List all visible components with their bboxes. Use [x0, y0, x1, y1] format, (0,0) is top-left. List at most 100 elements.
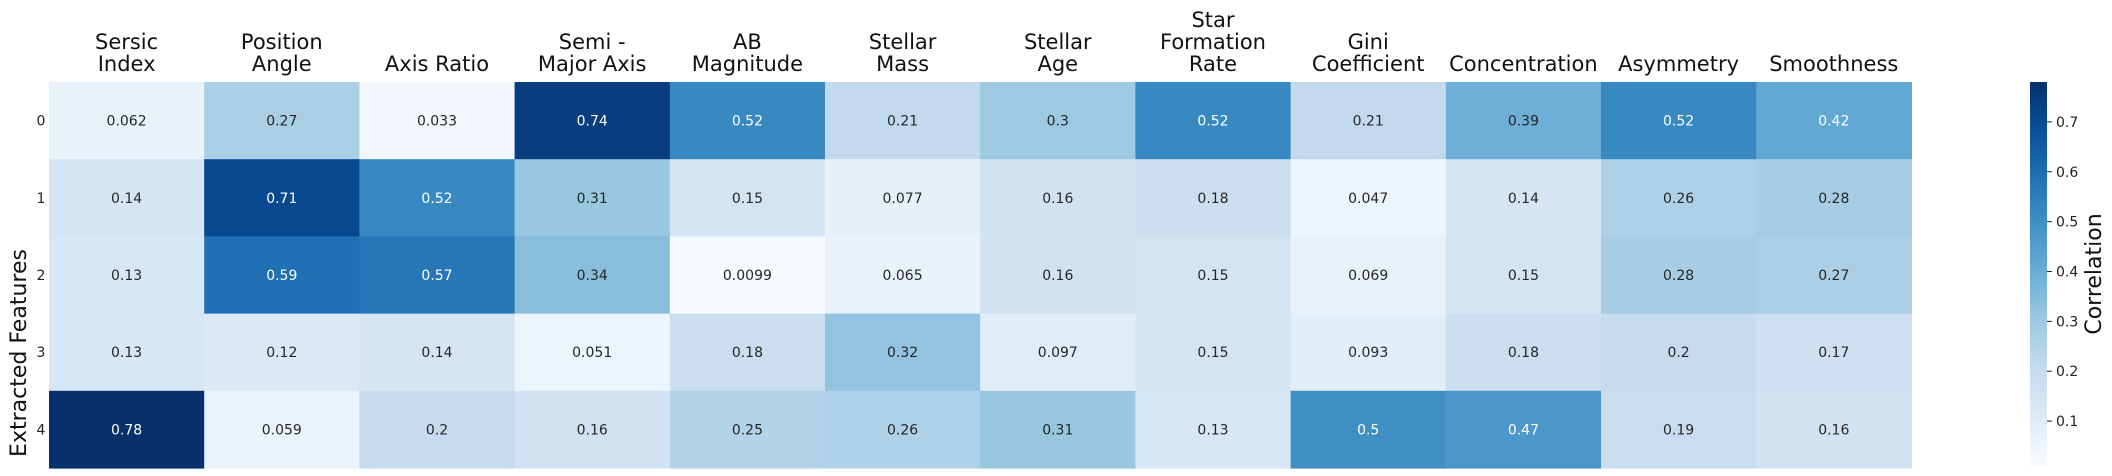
cell-value-label: 0.093	[1348, 345, 1388, 361]
cell-value-label: 0.57	[421, 268, 452, 284]
heatmap-cell	[669, 159, 826, 237]
heatmap-cell	[825, 236, 981, 315]
heatmap-cell	[204, 236, 360, 315]
colorbar-ticks: 0.1 0.2 0.3 0.4 0.5 0.6 0.7	[2047, 115, 2078, 430]
cell-value-label: 0.13	[111, 345, 142, 361]
row-label: 3	[37, 345, 46, 361]
heatmap-cell	[980, 236, 1136, 315]
heatmap-cell	[669, 82, 826, 160]
colorbar	[2030, 82, 2047, 466]
cell-value-label: 0.19	[1663, 422, 1694, 438]
cell-value-label: 0.062	[107, 114, 147, 130]
cell-value-label: 0.34	[577, 268, 608, 284]
cell-value-label: 0.0099	[723, 268, 772, 284]
heatmap-cell	[1135, 390, 1292, 469]
cell-value-label: 0.5	[1357, 422, 1379, 438]
cell-value-label: 0.25	[732, 422, 763, 438]
heatmap-cell	[204, 313, 360, 392]
cell-value-label: 0.39	[1508, 114, 1539, 130]
cell-value-label: 0.14	[1508, 191, 1539, 207]
heatmap-cell	[825, 159, 981, 237]
column-label: Stellar Age	[1024, 30, 1092, 76]
heatmap-cell	[359, 236, 516, 315]
heatmap-cell	[204, 390, 360, 469]
cell-value-label: 0.059	[262, 422, 302, 438]
heatmap-cell	[980, 82, 1136, 160]
heatmap-cell	[514, 236, 671, 315]
heatmap-cell	[669, 236, 826, 315]
heatmap-cell	[514, 82, 671, 160]
cell-value-label: 0.13	[1197, 422, 1228, 438]
cell-value-label: 0.14	[111, 191, 142, 207]
heatmap-cell	[1756, 313, 1912, 392]
cell-value-label: 0.42	[1818, 114, 1849, 130]
cell-value-label: 0.31	[1042, 422, 1073, 438]
row-labels: 0 1 2 3 4	[37, 114, 46, 439]
column-label: Semi -Major Axis	[538, 30, 647, 76]
heatmap-cell	[1601, 159, 1757, 237]
heatmap-cell	[1601, 82, 1757, 160]
heatmap-cell	[1135, 313, 1292, 392]
cell-value-label: 0.28	[1818, 191, 1849, 207]
cell-value-label: 0.52	[1197, 114, 1228, 130]
row-label: 1	[37, 191, 46, 207]
cell-value-label: 0.16	[1042, 191, 1073, 207]
heatmap-cell	[514, 313, 671, 392]
column-labels: Sersic Index Position Angle Axis Ratio Semi -…	[95, 8, 1898, 76]
cell-value-label: 0.21	[887, 114, 918, 130]
cell-value-label: 0.26	[887, 422, 918, 438]
column-label: Asymmetry	[1618, 52, 1739, 76]
heatmap-cell	[1135, 82, 1292, 160]
heatmap-cell	[1445, 313, 1602, 392]
colorbar-tick-label: 0.3	[2056, 314, 2078, 330]
heatmap-cell	[49, 313, 205, 392]
cell-value-label: 0.14	[421, 345, 452, 361]
cell-value-label: 0.051	[572, 345, 612, 361]
heatmap-cell	[1290, 82, 1447, 160]
heatmap-cell	[825, 313, 981, 392]
cell-value-label: 0.12	[266, 345, 297, 361]
column-label: Concentration	[1449, 52, 1598, 76]
heatmap-cell	[359, 390, 516, 469]
cell-value-label: 0.065	[883, 268, 923, 284]
heatmap-cell	[204, 159, 360, 237]
column-label: Smoothness	[1769, 52, 1898, 76]
cell-value-label: 0.047	[1348, 191, 1388, 207]
colorbar-tick-label: 0.1	[2056, 414, 2078, 430]
column-label: Gini Coefficient	[1312, 30, 1425, 76]
cell-value-label: 0.16	[577, 422, 608, 438]
column-label: AB Magnitude	[692, 30, 803, 76]
heatmap-cell	[1756, 159, 1912, 237]
colorbar-tick-label: 0.5	[2056, 215, 2078, 231]
cell-value-label: 0.78	[111, 422, 142, 438]
heatmap-cell	[1756, 390, 1912, 469]
heatmap-cell	[204, 82, 360, 160]
cell-value-label: 0.15	[1197, 345, 1228, 361]
y-axis-title: Extracted Features	[7, 249, 32, 457]
column-label: Position Angle	[241, 30, 323, 76]
cell-value-label: 0.26	[1663, 191, 1694, 207]
colorbar-tick-label: 0.6	[2056, 165, 2078, 181]
cell-value-label: 0.71	[266, 191, 297, 207]
heatmap-cell	[1445, 159, 1602, 237]
cell-value-label: 0.2	[1667, 345, 1689, 361]
cell-value-label: 0.27	[1818, 268, 1849, 284]
heatmap-cells: 0.062 0.27 0.033 0.74 0.52 0.21 0.3 0.52 0.21 0.3…	[49, 82, 1912, 469]
cell-value-label: 0.18	[1508, 345, 1539, 361]
cell-value-label: 0.097	[1038, 345, 1078, 361]
column-label: Sersic Index	[95, 30, 158, 76]
heatmap-cell	[49, 236, 205, 315]
cell-value-label: 0.069	[1348, 268, 1388, 284]
heatmap-cell	[1445, 82, 1602, 160]
heatmap-cell	[49, 390, 205, 469]
heatmap-cell	[1290, 313, 1447, 392]
heatmap-cell	[1290, 159, 1447, 237]
heatmap-cell	[1290, 236, 1447, 315]
row-label: 0	[37, 114, 46, 130]
heatmap-cell	[1135, 236, 1292, 315]
heatmap-cell	[514, 159, 671, 237]
cell-value-label: 0.74	[577, 114, 608, 130]
cell-value-label: 0.59	[266, 268, 297, 284]
heatmap-cell	[1756, 236, 1912, 315]
